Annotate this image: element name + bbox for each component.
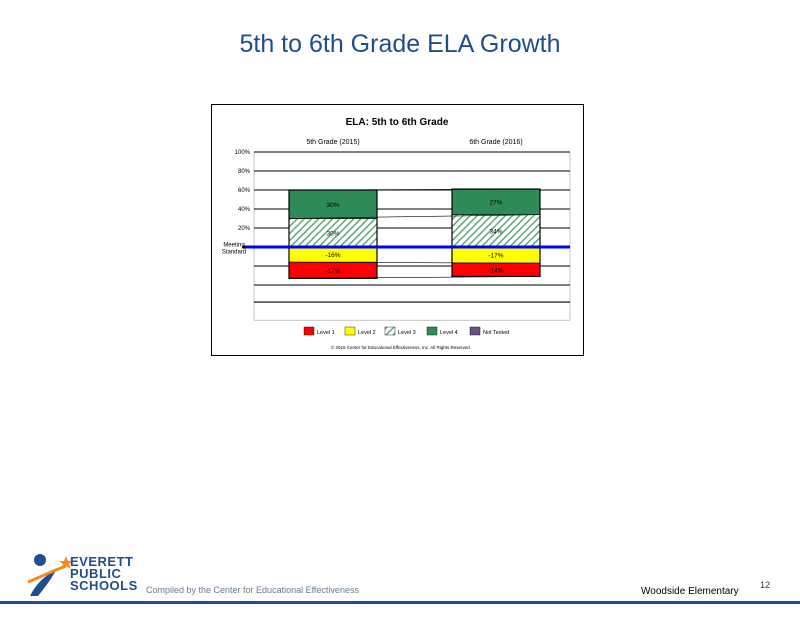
y-tick-label: 40% bbox=[238, 207, 251, 213]
chart-container: ELA: 5th to 6th Grade 5th Grade (2015) 6t… bbox=[211, 104, 584, 356]
footer-school-name: Woodside Elementary bbox=[641, 586, 739, 597]
legend-swatch bbox=[303, 326, 315, 336]
y-tick-label: 80% bbox=[238, 169, 251, 175]
logo-line-2: PUBLIC bbox=[70, 566, 122, 581]
logo-line-1: EVERETT bbox=[70, 554, 134, 569]
legend-label: Level 1 bbox=[317, 330, 335, 336]
runner-logo-icon bbox=[27, 554, 73, 596]
page-number: 12 bbox=[760, 580, 771, 590]
legend-label: Level 2 bbox=[358, 330, 376, 336]
logo-text: EVERETT PUBLIC SCHOOLS bbox=[70, 554, 138, 593]
copyright-text: © 2016 Center for Educational Effectiven… bbox=[331, 344, 471, 350]
legend-label: Level 3 bbox=[398, 330, 416, 336]
logo-line-3: SCHOOLS bbox=[70, 578, 138, 593]
legend-swatch bbox=[384, 326, 396, 336]
connector-line bbox=[288, 214, 541, 219]
y-tick-label: 100% bbox=[235, 150, 251, 156]
footer-rule bbox=[0, 601, 800, 604]
connector-line bbox=[288, 188, 541, 191]
bar-data-label: -17% bbox=[488, 253, 503, 260]
bar-data-label: 34% bbox=[489, 228, 502, 235]
y-tick-label: 60% bbox=[238, 188, 251, 194]
y-tick-label: 20% bbox=[238, 226, 251, 232]
connector-line bbox=[288, 276, 541, 279]
bar-data-label: -17% bbox=[325, 268, 340, 275]
connector-line bbox=[288, 261, 541, 264]
bar-segment-level-4 bbox=[451, 188, 541, 216]
bar-data-label: 30% bbox=[326, 202, 339, 209]
chart-title: ELA: 5th to 6th Grade bbox=[346, 117, 449, 128]
slide-title: 5th to 6th Grade ELA Growth bbox=[239, 30, 561, 58]
category-label: 5th Grade (2015) bbox=[306, 139, 359, 146]
bar-data-label: 30% bbox=[326, 230, 339, 237]
meeting-standard-label: Meeting bbox=[223, 243, 244, 249]
bar-data-label: -14% bbox=[488, 267, 503, 274]
legend-label: Level 4 bbox=[440, 330, 458, 336]
legend-label: Not Tested bbox=[483, 330, 509, 336]
bar-data-label: -16% bbox=[325, 252, 340, 259]
footer-compiled: Compiled by the Center for Educational E… bbox=[146, 585, 359, 595]
category-label: 6th Grade (2016) bbox=[469, 139, 522, 146]
meeting-standard-label: Standard bbox=[222, 250, 246, 256]
legend-swatch bbox=[426, 326, 438, 336]
bar-data-label: 27% bbox=[489, 199, 502, 206]
legend-swatch bbox=[344, 326, 356, 336]
legend-swatch bbox=[469, 326, 481, 336]
stacked-bar-chart: ELA: 5th to 6th Grade 5th Grade (2015) 6t… bbox=[222, 117, 571, 350]
meeting-standard-marker bbox=[242, 245, 246, 249]
everett-logo bbox=[26, 550, 146, 602]
